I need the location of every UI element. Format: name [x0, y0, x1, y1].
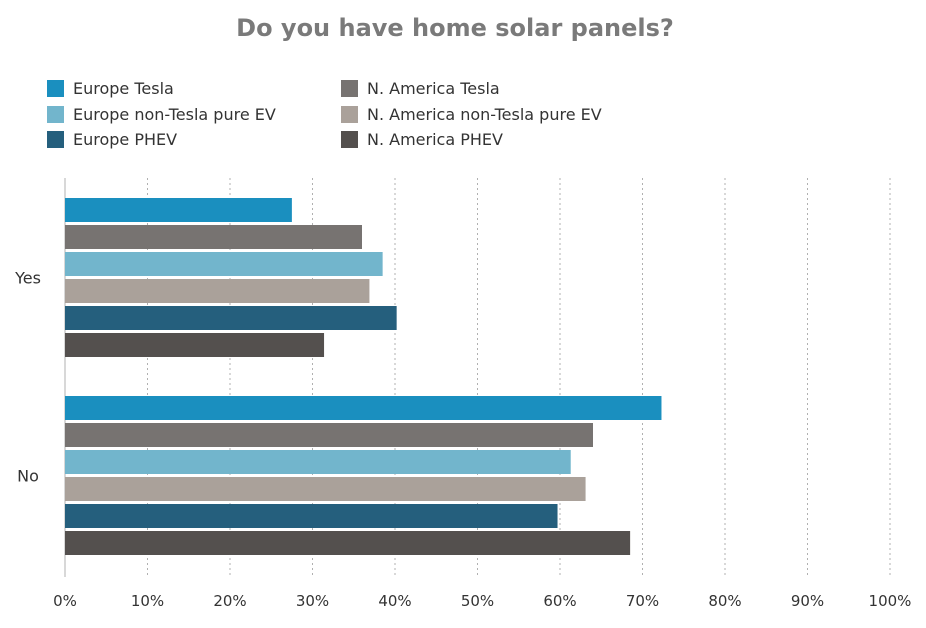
category-labels: Yes No	[14, 269, 41, 486]
legend-swatch-europe-tesla	[47, 80, 64, 97]
x-tick-label: 90%	[791, 592, 824, 610]
legend-swatch-europe-non-tesla-pure-ev	[47, 106, 64, 123]
bar-no-n-america-non-tesla-pure-ev	[65, 477, 586, 501]
legend-swatch-europe-phev	[47, 131, 64, 148]
bar-yes-europe-phev	[65, 306, 397, 330]
bar-yes-europe-tesla	[65, 198, 292, 222]
legend-label-europe-tesla: Europe Tesla	[73, 79, 174, 98]
x-tick-label: 20%	[213, 592, 246, 610]
bar-no-n-america-phev	[65, 531, 631, 555]
bar-no-europe-tesla	[65, 396, 662, 420]
legend-label-n-america-tesla: N. America Tesla	[367, 79, 500, 98]
legend-swatch-n-america-phev	[341, 131, 358, 148]
bar-no-europe-non-tesla-pure-ev	[65, 450, 571, 474]
x-tick-label: 60%	[543, 592, 576, 610]
legend-label-n-america-non-tesla-pure-ev: N. America non-Tesla pure EV	[367, 105, 602, 124]
bar-yes-n-america-phev	[65, 333, 325, 357]
x-tick-label: 40%	[378, 592, 411, 610]
legend-label-europe-phev: Europe PHEV	[73, 130, 177, 149]
x-tick-label: 0%	[53, 592, 77, 610]
x-tick-label: 100%	[869, 592, 912, 610]
legend-swatch-n-america-non-tesla-pure-ev	[341, 106, 358, 123]
x-tick-label: 80%	[708, 592, 741, 610]
x-tick-label: 10%	[131, 592, 164, 610]
bars	[65, 198, 662, 555]
x-tick-label: 50%	[461, 592, 494, 610]
bar-yes-n-america-non-tesla-pure-ev	[65, 279, 370, 303]
legend-swatch-n-america-tesla	[341, 80, 358, 97]
legend-label-n-america-phev: N. America PHEV	[367, 130, 503, 149]
bar-no-europe-phev	[65, 504, 558, 528]
bar-no-n-america-tesla	[65, 423, 593, 447]
category-label-no: No	[17, 467, 39, 486]
bar-yes-n-america-tesla	[65, 225, 362, 249]
legend: Europe Tesla Europe non-Tesla pure EV Euro…	[47, 79, 602, 149]
x-tick-label: 70%	[626, 592, 659, 610]
x-axis-ticks: 0% 10% 20% 30% 40% 50% 60% 70% 80% 90% 100%	[53, 592, 911, 610]
x-tick-label: 30%	[296, 592, 329, 610]
bar-yes-europe-non-tesla-pure-ev	[65, 252, 383, 276]
legend-label-europe-non-tesla-pure-ev: Europe non-Tesla pure EV	[73, 105, 276, 124]
chart-title: Do you have home solar panels?	[236, 14, 674, 42]
category-label-yes: Yes	[14, 269, 41, 288]
